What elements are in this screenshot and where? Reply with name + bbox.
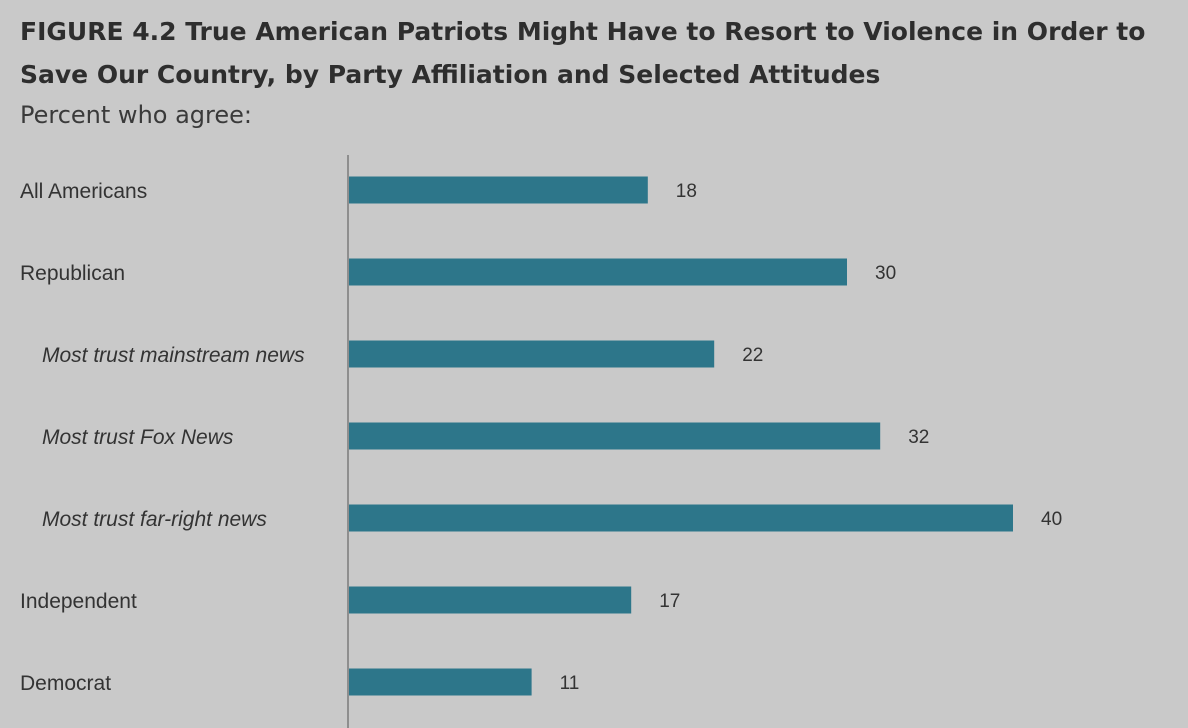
category-label-most-trust-mainstream-news: Most trust mainstream news: [42, 344, 305, 367]
value-label-democrat: 11: [560, 673, 580, 694]
bar-most-trust-far-right-news: [349, 504, 1013, 532]
category-label-republican: Republican: [20, 262, 125, 285]
value-label-most-trust-fox-news: 32: [908, 427, 929, 448]
chart-title: FIGURE 4.2 True American Patriots Might …: [20, 17, 1146, 89]
value-label-independent: 17: [659, 591, 680, 612]
category-label-all-americans: All Americans: [20, 180, 147, 203]
value-label-most-trust-far-right-news: 40: [1041, 509, 1062, 530]
bar-republican: [349, 258, 847, 286]
bar-all-americans: [349, 176, 648, 204]
value-label-all-americans: 18: [676, 181, 697, 202]
bar-most-trust-fox-news: [349, 422, 881, 450]
category-label-most-trust-far-right-news: Most trust far-right news: [42, 508, 267, 531]
bar-independent: [349, 586, 632, 614]
category-label-democrat: Democrat: [20, 672, 111, 695]
bar-democrat: [349, 668, 532, 696]
value-label-most-trust-mainstream-news: 22: [742, 345, 763, 366]
category-label-most-trust-fox-news: Most trust Fox News: [42, 426, 234, 449]
chart-subtitle: Percent who agree:: [20, 101, 252, 129]
category-label-independent: Independent: [20, 590, 137, 613]
bar-most-trust-mainstream-news: [349, 340, 715, 368]
value-label-republican: 30: [875, 263, 896, 284]
